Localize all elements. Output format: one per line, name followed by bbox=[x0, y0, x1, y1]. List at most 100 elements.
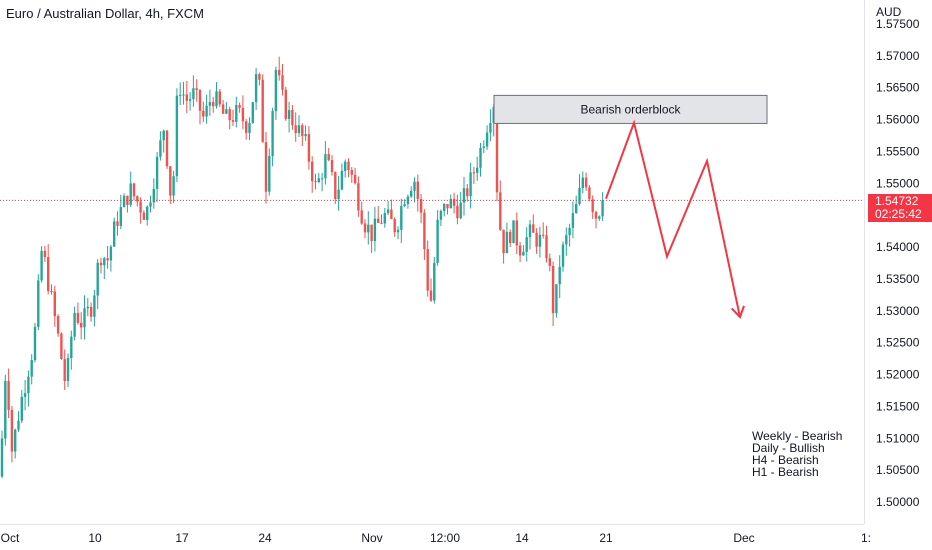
candle-body bbox=[429, 290, 433, 301]
x-tick-label: 10 bbox=[88, 531, 102, 545]
candle-body bbox=[320, 178, 324, 180]
candle-body bbox=[390, 209, 393, 220]
candle-body bbox=[109, 246, 113, 261]
price-axis-currency: AUD bbox=[876, 5, 902, 19]
candle-body bbox=[525, 237, 528, 252]
candle-body bbox=[479, 147, 482, 168]
candle-body bbox=[136, 196, 139, 202]
candle-body bbox=[350, 170, 353, 175]
candle-body bbox=[584, 177, 588, 188]
candle-body bbox=[446, 203, 449, 209]
candle-body bbox=[228, 109, 231, 121]
candle-body bbox=[396, 229, 400, 233]
candle-body bbox=[410, 190, 413, 197]
candle-body bbox=[142, 212, 146, 220]
candle-body bbox=[344, 161, 347, 171]
candle-body bbox=[30, 360, 33, 377]
candle-body bbox=[571, 213, 575, 228]
candle-body bbox=[215, 91, 218, 107]
candle-body bbox=[294, 125, 297, 134]
candle-body bbox=[419, 199, 423, 213]
y-tick-label: 1.51000 bbox=[876, 431, 920, 445]
projection-path[interactable] bbox=[605, 119, 741, 318]
candle-body bbox=[363, 223, 367, 233]
x-tick-label: Dec bbox=[733, 531, 754, 545]
candle-body bbox=[119, 207, 122, 226]
candle-body bbox=[27, 376, 30, 394]
candle-body bbox=[185, 94, 188, 101]
candle-body bbox=[588, 187, 591, 200]
candle-body bbox=[291, 109, 294, 126]
candle-body bbox=[175, 95, 179, 177]
candle-body bbox=[274, 69, 278, 112]
candle-body bbox=[225, 109, 228, 114]
candle-body bbox=[89, 306, 93, 317]
candle-body bbox=[469, 172, 472, 197]
candle-body bbox=[271, 111, 274, 156]
candle-body bbox=[499, 192, 502, 230]
x-tick-label: 14 bbox=[515, 531, 529, 545]
candle-body bbox=[106, 258, 109, 261]
candle-body bbox=[212, 102, 215, 107]
candle-body bbox=[218, 91, 221, 105]
bias-weekly: Weekly - Bearish bbox=[752, 429, 843, 443]
bias-daily: Daily - Bullish bbox=[752, 441, 825, 455]
candle-body bbox=[4, 380, 7, 439]
candle-body bbox=[413, 181, 416, 191]
candle-body bbox=[565, 235, 568, 245]
candle-body bbox=[50, 291, 53, 293]
candle-body bbox=[472, 172, 476, 174]
candle-body bbox=[337, 189, 340, 200]
candle-body bbox=[495, 107, 499, 193]
candle-body bbox=[169, 166, 172, 196]
orderblock-box[interactable] bbox=[493, 94, 768, 124]
bar-countdown: 02:25:42 bbox=[875, 207, 922, 221]
candle-body bbox=[476, 167, 479, 173]
x-tick-label: 24 bbox=[258, 531, 272, 545]
candle-body bbox=[113, 221, 116, 247]
candle-body bbox=[7, 380, 10, 410]
candle-body bbox=[512, 220, 515, 243]
candle-body bbox=[568, 227, 571, 236]
y-tick-label: 1.57000 bbox=[876, 49, 920, 63]
y-tick-label: 1.53000 bbox=[876, 304, 920, 318]
candle-body bbox=[542, 234, 545, 236]
bias-h4: H4 - Bearish bbox=[752, 453, 819, 467]
candle-body bbox=[505, 231, 509, 254]
candle-body bbox=[449, 198, 452, 209]
candle-body bbox=[307, 134, 311, 162]
candle-body bbox=[311, 161, 314, 182]
last-price-value: 1.54732 bbox=[875, 194, 919, 208]
bias-note: Weekly - Bearish Daily - Bullish H4 - Be… bbox=[752, 430, 842, 478]
orderblock-label: Bearish orderblock bbox=[580, 102, 681, 116]
candle-body bbox=[594, 212, 598, 219]
candle-body bbox=[284, 89, 287, 119]
candle-body bbox=[518, 245, 522, 256]
candle-body bbox=[40, 250, 43, 281]
candle-body bbox=[258, 74, 261, 80]
candle-body bbox=[17, 420, 20, 430]
candle-body bbox=[400, 206, 403, 230]
y-tick-label: 1.57500 bbox=[876, 17, 920, 31]
last-price-tag: 1.54732 02:25:42 bbox=[868, 194, 932, 222]
candle-body bbox=[241, 107, 245, 122]
candle-body bbox=[575, 204, 578, 214]
candle-body bbox=[598, 216, 601, 219]
candle-body bbox=[93, 295, 96, 317]
candle-body bbox=[149, 202, 152, 207]
x-tick-label: Nov bbox=[361, 531, 382, 545]
candle-body bbox=[179, 95, 182, 97]
candle-body bbox=[297, 125, 301, 134]
candle-body bbox=[558, 266, 561, 285]
candle-body bbox=[373, 218, 377, 242]
candle-body bbox=[83, 308, 86, 328]
candle-body bbox=[548, 258, 551, 266]
candle-body bbox=[37, 280, 40, 327]
x-tick-label: Oct bbox=[1, 531, 20, 545]
candle-body bbox=[393, 219, 396, 233]
candle-body bbox=[261, 79, 264, 143]
candle-body bbox=[159, 140, 162, 157]
candle-body bbox=[139, 201, 142, 213]
